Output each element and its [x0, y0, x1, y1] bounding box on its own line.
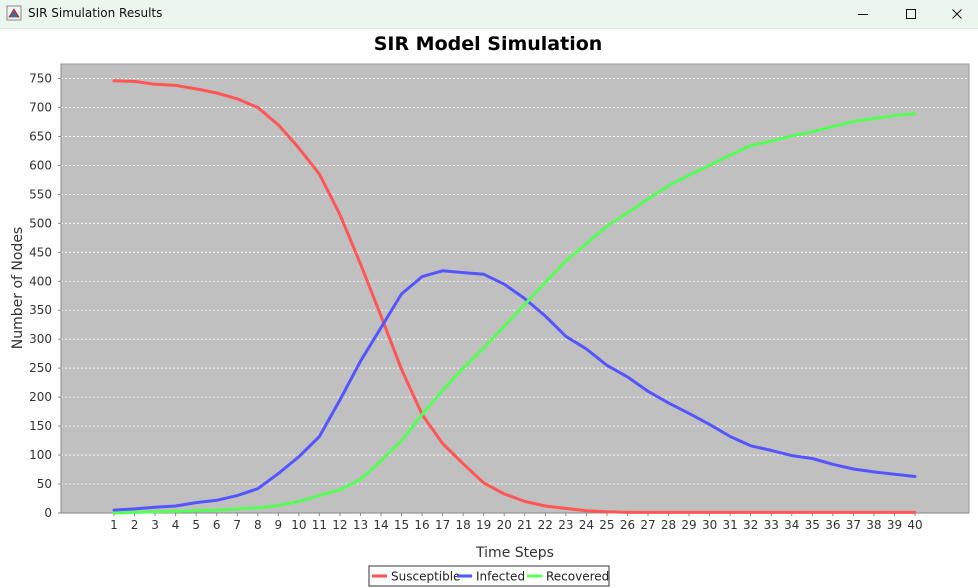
- close-button[interactable]: [934, 0, 978, 28]
- x-tick-label: 16: [414, 518, 429, 532]
- legend-label-infected: Infected: [476, 570, 525, 584]
- y-tick-label: 750: [29, 71, 52, 85]
- x-tick-label: 17: [435, 518, 450, 532]
- plot-area: [60, 63, 970, 514]
- x-tick-label: 10: [291, 518, 306, 532]
- x-tick-label: 37: [846, 518, 861, 532]
- window-title: SIR Simulation Results: [28, 6, 163, 20]
- x-tick-label: 7: [233, 518, 241, 532]
- x-tick-label: 36: [825, 518, 840, 532]
- y-tick-label: 550: [29, 187, 52, 201]
- y-tick-label: 400: [29, 274, 52, 288]
- y-tick-label: 700: [29, 100, 52, 114]
- x-tick-label: 8: [254, 518, 262, 532]
- x-tick-label: 28: [661, 518, 676, 532]
- x-tick-label: 14: [373, 518, 388, 532]
- title-bar: SIR Simulation Results: [0, 0, 978, 29]
- x-tick-label: 20: [497, 518, 512, 532]
- y-tick-label: 50: [37, 477, 52, 491]
- maximize-icon: [906, 9, 916, 19]
- x-tick-label: 29: [681, 518, 696, 532]
- legend-label-susceptible: Susceptible: [391, 570, 460, 584]
- x-tick-label: 22: [538, 518, 553, 532]
- x-tick-label: 38: [866, 518, 881, 532]
- x-tick-label: 4: [172, 518, 180, 532]
- sir-line-chart: SIR Model Simulation 0 50 100 150 200 250 300 3…: [10, 33, 970, 587]
- x-tick-label: 27: [640, 518, 655, 532]
- y-tick-label: 200: [29, 390, 52, 404]
- series-line-recovered: [112, 112, 917, 515]
- y-tick-label: 500: [29, 216, 52, 230]
- y-tick-label: 450: [29, 245, 52, 259]
- maximize-button[interactable]: [888, 0, 934, 28]
- x-tick-label: 40: [907, 518, 922, 532]
- x-tick-label: 25: [599, 518, 614, 532]
- y-tick-label: 300: [29, 332, 52, 346]
- x-tick-label: 6: [213, 518, 221, 532]
- x-tick-label: 26: [620, 518, 635, 532]
- y-tick-label: 100: [29, 448, 52, 462]
- y-tick-label: 250: [29, 361, 52, 375]
- x-tick-label: 31: [723, 518, 738, 532]
- x-tick-label: 11: [312, 518, 327, 532]
- x-tick-label: 30: [702, 518, 717, 532]
- series-lines: [112, 79, 917, 515]
- x-tick-label: 24: [579, 518, 594, 532]
- x-tick-label: 33: [764, 518, 779, 532]
- x-tick-label: 19: [476, 518, 491, 532]
- x-tick-label: 15: [394, 518, 409, 532]
- x-tick-label: 32: [743, 518, 758, 532]
- x-tick-label: 13: [353, 518, 368, 532]
- y-axis-label: Number of Nodes: [10, 227, 26, 349]
- x-tick-label: 2: [131, 518, 139, 532]
- y-axis: 0 50 100 150 200 250 300 350 400 450 500 550 600 650 7…: [29, 64, 62, 520]
- x-tick-label: 18: [456, 518, 471, 532]
- y-tick-label: 650: [29, 129, 52, 143]
- series-line-susceptible: [112, 79, 917, 514]
- x-tick-label: 35: [805, 518, 820, 532]
- x-tick-label: 3: [151, 518, 159, 532]
- x-tick-label: 1: [110, 518, 118, 532]
- legend: Susceptible Infected Recovered: [368, 565, 610, 587]
- x-tick-label: 5: [192, 518, 200, 532]
- y-tick-label: 350: [29, 303, 52, 317]
- x-tick-label: 21: [517, 518, 532, 532]
- x-tick-label: 34: [784, 518, 799, 532]
- x-axis-label: Time Steps: [475, 545, 554, 561]
- x-tick-label: 23: [558, 518, 573, 532]
- java-app-icon: [6, 5, 22, 21]
- y-tick-label: 0: [44, 506, 52, 520]
- minimize-button[interactable]: [840, 0, 886, 28]
- y-tick-label: 600: [29, 158, 52, 172]
- close-icon: [952, 9, 962, 19]
- minimize-icon: [858, 14, 868, 15]
- x-axis: 1 2 3 4 5 6 7 8 9 10 11 12 13 14 15 16 17 18 19 20 21 22 23 24 2…: [61, 512, 969, 532]
- y-tick-label: 150: [29, 419, 52, 433]
- legend-box: [368, 565, 610, 587]
- chart-title: SIR Model Simulation: [374, 33, 603, 55]
- x-tick-label: 39: [887, 518, 902, 532]
- legend-label-recovered: Recovered: [546, 570, 609, 584]
- series-line-infected: [112, 269, 917, 512]
- x-tick-label: 9: [274, 518, 282, 532]
- grid-lines: [61, 78, 969, 514]
- x-tick-label: 12: [332, 518, 347, 532]
